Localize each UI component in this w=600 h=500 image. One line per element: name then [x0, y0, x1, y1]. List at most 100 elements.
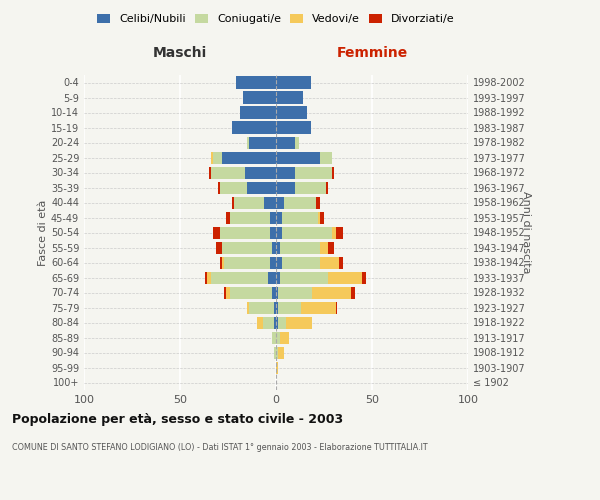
Bar: [222, 242, 272, 254]
Bar: [278, 346, 284, 358]
Bar: [335, 226, 343, 238]
Bar: [247, 182, 276, 194]
Bar: [282, 256, 320, 268]
Bar: [335, 302, 337, 314]
Bar: [351, 286, 355, 298]
Bar: [224, 286, 226, 298]
Bar: [265, 196, 276, 208]
Bar: [282, 226, 332, 238]
Bar: [220, 182, 247, 194]
Bar: [276, 212, 282, 224]
Bar: [276, 362, 278, 374]
Bar: [272, 286, 276, 298]
Bar: [276, 242, 280, 254]
Bar: [276, 106, 307, 118]
Bar: [236, 76, 276, 88]
Bar: [220, 256, 222, 268]
Bar: [286, 316, 313, 328]
Bar: [239, 106, 276, 118]
Bar: [276, 272, 280, 283]
Bar: [249, 136, 276, 148]
Bar: [217, 242, 222, 254]
Bar: [270, 256, 276, 268]
Bar: [263, 316, 274, 328]
Bar: [295, 182, 326, 194]
Bar: [278, 316, 286, 328]
Bar: [272, 242, 276, 254]
Bar: [244, 92, 276, 104]
Bar: [284, 196, 316, 208]
Bar: [276, 316, 278, 328]
Bar: [245, 166, 276, 178]
Bar: [280, 272, 328, 283]
Bar: [224, 256, 270, 268]
Bar: [313, 286, 351, 298]
Bar: [211, 166, 245, 178]
Bar: [212, 226, 220, 238]
Bar: [278, 302, 301, 314]
Bar: [280, 242, 320, 254]
Bar: [320, 152, 332, 164]
Bar: [276, 256, 282, 268]
Bar: [276, 226, 282, 238]
Bar: [234, 196, 265, 208]
Bar: [276, 166, 295, 178]
Bar: [276, 76, 311, 88]
Bar: [226, 286, 230, 298]
Bar: [276, 182, 295, 194]
Bar: [328, 272, 362, 283]
Bar: [268, 272, 276, 283]
Bar: [320, 256, 340, 268]
Bar: [276, 196, 284, 208]
Y-axis label: Fasce di età: Fasce di età: [38, 200, 48, 266]
Bar: [276, 302, 278, 314]
Bar: [276, 152, 320, 164]
Bar: [207, 272, 211, 283]
Bar: [295, 136, 299, 148]
Bar: [222, 152, 276, 164]
Bar: [226, 212, 230, 224]
Text: COMUNE DI SANTO STEFANO LODIGIANO (LO) - Dati ISTAT 1° gennaio 2003 - Elaborazio: COMUNE DI SANTO STEFANO LODIGIANO (LO) -…: [12, 442, 428, 452]
Bar: [362, 272, 366, 283]
Bar: [301, 302, 335, 314]
Bar: [230, 286, 272, 298]
Bar: [328, 242, 334, 254]
Bar: [332, 226, 335, 238]
Text: Femmine: Femmine: [337, 46, 407, 60]
Bar: [332, 166, 334, 178]
Bar: [220, 226, 270, 238]
Bar: [276, 92, 303, 104]
Bar: [318, 212, 320, 224]
Bar: [218, 182, 220, 194]
Bar: [320, 242, 328, 254]
Bar: [270, 226, 276, 238]
Bar: [257, 316, 263, 328]
Bar: [249, 302, 274, 314]
Bar: [276, 136, 295, 148]
Bar: [247, 136, 249, 148]
Bar: [340, 256, 343, 268]
Text: Popolazione per età, sesso e stato civile - 2003: Popolazione per età, sesso e stato civil…: [12, 412, 343, 426]
Bar: [270, 212, 276, 224]
Bar: [320, 212, 324, 224]
Bar: [276, 122, 311, 134]
Bar: [222, 256, 224, 268]
Bar: [280, 332, 289, 344]
Bar: [274, 316, 276, 328]
Bar: [230, 212, 270, 224]
Bar: [274, 302, 276, 314]
Legend: Celibi/Nubili, Coniugati/e, Vedovi/e, Divorziati/e: Celibi/Nubili, Coniugati/e, Vedovi/e, Di…: [94, 10, 458, 28]
Bar: [282, 212, 318, 224]
Bar: [326, 182, 328, 194]
Text: Maschi: Maschi: [153, 46, 207, 60]
Bar: [272, 332, 276, 344]
Bar: [274, 346, 276, 358]
Bar: [232, 196, 234, 208]
Bar: [276, 346, 278, 358]
Bar: [232, 122, 276, 134]
Bar: [205, 272, 207, 283]
Bar: [209, 166, 211, 178]
Bar: [295, 166, 332, 178]
Bar: [276, 332, 280, 344]
Bar: [276, 286, 278, 298]
